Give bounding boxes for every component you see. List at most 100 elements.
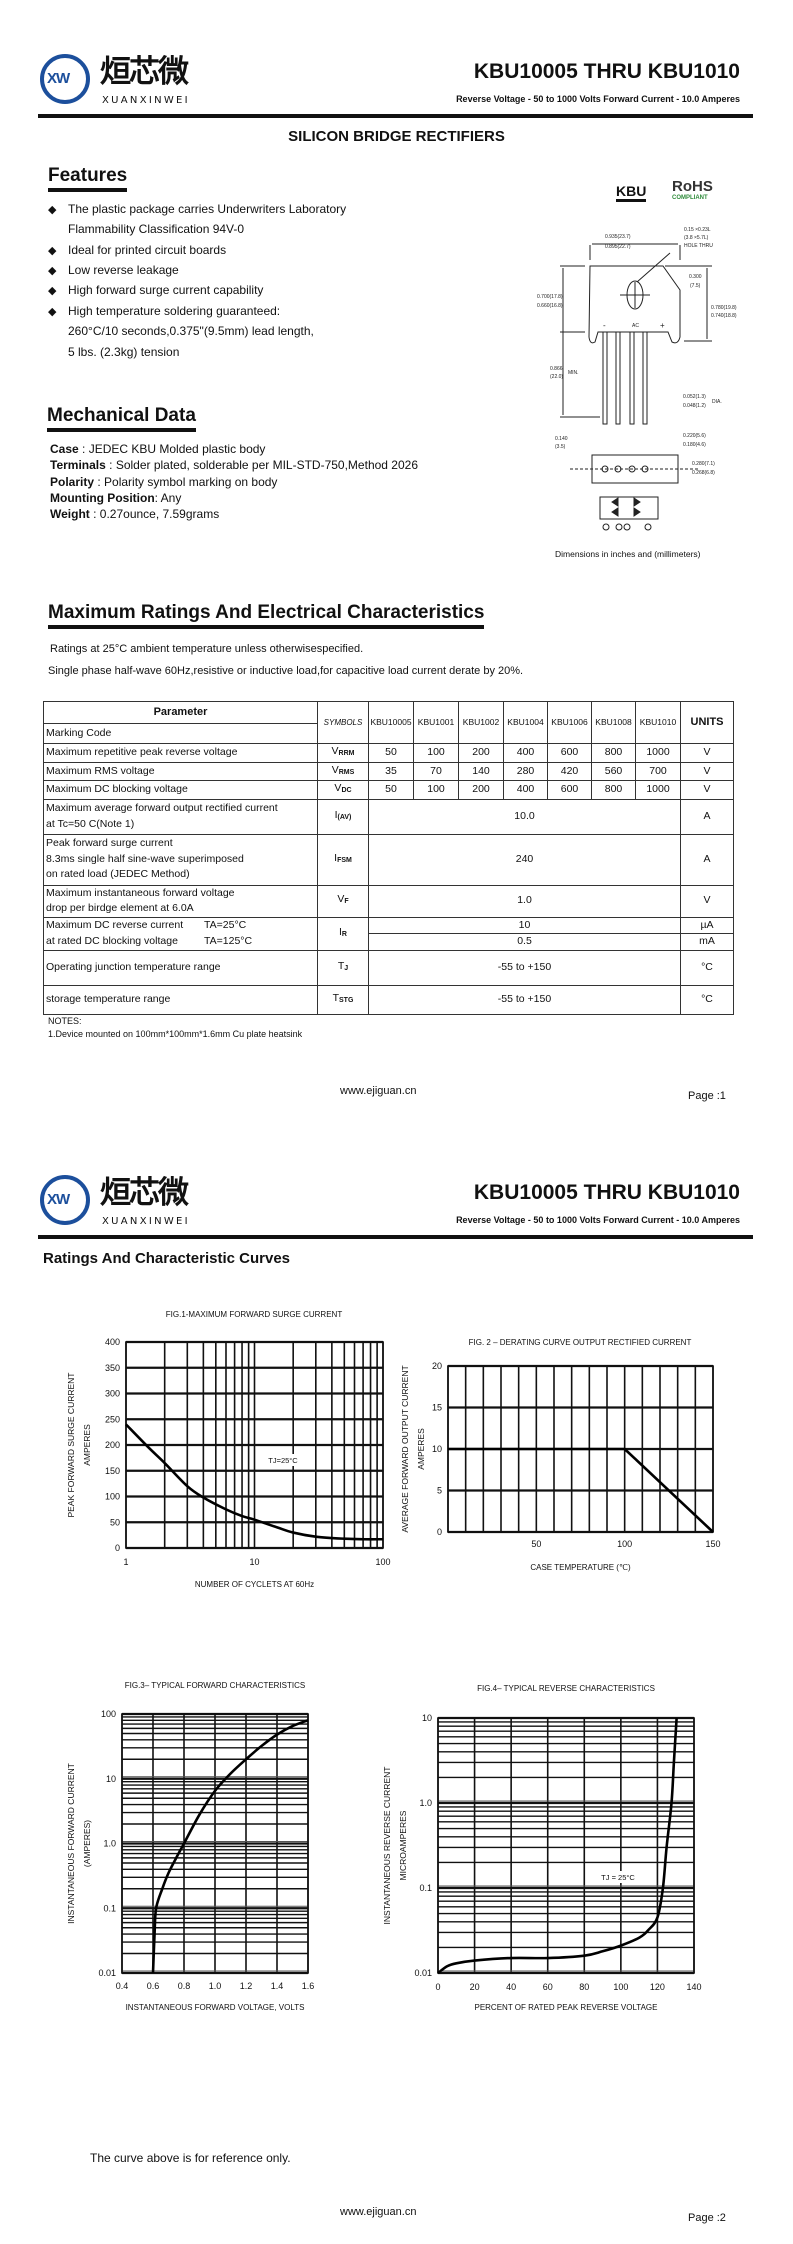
x-tick-label: 50 [531,1539,541,1549]
page-heading: SILICON BRIDGE RECTIFIERS [288,128,505,145]
page-number: Page :1 [688,1090,726,1102]
value-cell: 140 [458,761,504,781]
table-row: Maximum RMS voltage VRMS 35 70 140 280 420 56… [43,761,734,781]
y-axis-label: PEAK FORWARD SURGE CURRENT [66,1373,76,1518]
unit-cell: A [680,833,734,886]
dim-label: 0.180(4.6) [683,442,706,448]
y-tick-label: 0.01 [98,1968,116,1978]
chart-title: FIG. 2 – DERATING CURVE OUTPUT RECTIFIED… [469,1338,692,1347]
logo-english-name: XUANXINWEI [102,1216,190,1227]
param-cell: Maximum DC blocking voltage [43,780,318,800]
bullet-diamond-icon: ◆ [48,204,57,216]
x-axis-label: NUMBER OF CYCLETS AT 60Hz [195,1580,314,1589]
y-axis-label: MICROAMPERES [398,1810,408,1880]
dim-label: 0.280(7.1) [692,461,715,467]
y-tick-label: 100 [105,1492,120,1502]
dim-label: 0.140 [555,436,568,442]
header-model: KBU1010 [635,701,681,744]
chart-title: FIG.4– TYPICAL REVERSE CHARACTERISTICS [477,1684,655,1693]
feature-item: ◆ Ideal for printed circuit boards [48,243,227,257]
mechanical-item: Mounting Position: Any [50,491,182,505]
feature-item: ◆ The plastic package carries Underwriter… [48,202,347,216]
y-tick-label: 20 [432,1361,442,1371]
package-leads [602,331,648,425]
header-model: KBU10005 [368,701,414,744]
y-tick-label: 0.1 [419,1883,432,1893]
y-tick-label: 300 [105,1389,120,1399]
logo-ring-icon [40,54,90,104]
header-units: UNITS [680,701,734,744]
chart-annotation: TJ = 25°C [601,1873,635,1882]
value-cell: 10.0 [368,798,681,835]
x-tick-label: 0 [435,1982,440,1992]
feature-item-continued: 260°C/10 seconds,0.375"(9.5mm) lead leng… [68,324,314,338]
dim-label: (22.0) [550,374,563,380]
y-axis-label: INSTANTANEOUS REVERSE CURRENT [382,1767,392,1925]
y-axis-label: AMPERES [82,1424,92,1466]
dim-label: MIN. [568,370,579,376]
mechanical-item: Terminals : Solder plated, solderable pe… [50,458,418,472]
annotation-background [598,1871,640,1883]
y-tick-label: 10 [422,1713,432,1723]
x-tick-label: 100 [617,1539,632,1549]
mechanical-item: Weight : 0.27ounce, 7.59grams [50,507,220,521]
table-row: Maximum DC reverse current TA=25°C at rat… [43,916,734,951]
table-header-row: Parameter SYMBOLS KBU10005 KBU1001 KBU10… [43,701,734,744]
logo-mark: XW [47,70,70,87]
param-cell: Maximum DC reverse current TA=25°C at rat… [43,916,318,951]
dim-label: 0.740(18.8) [711,313,737,319]
series-line [125,1423,384,1541]
x-tick-label: 60 [543,1982,553,1992]
header-symbols: SYMBOLS [317,701,369,744]
y-tick-label: 10 [432,1444,442,1454]
bullet-diamond-icon: ◆ [48,285,57,297]
x-tick-label: 0.6 [147,1981,160,1991]
header-model: KBU1001 [413,701,459,744]
x-tick-label: 1 [123,1557,128,1567]
y-axis-label: INSTANTANEOUS FORWARD CURRENT [66,1763,76,1924]
dim-label: 0.048(1.2) [683,403,706,409]
x-tick-label: 0.4 [116,1981,129,1991]
y-tick-label: 250 [105,1414,120,1424]
header-divider [38,1235,753,1239]
logo-ring-icon [40,1175,90,1225]
footer-url[interactable]: www.ejiguan.cn [340,1085,417,1097]
dim-label: DIA. [712,399,722,405]
feature-item: ◆ Low reverse leakage [48,263,179,277]
feature-item-continued: Flammability Classification 94V-0 [68,222,245,236]
feature-item: ◆ High forward surge current capability [48,283,264,297]
y-tick-label: 400 [105,1337,120,1347]
logo-mark: XW [47,1191,70,1208]
value-cell: 1000 [635,743,681,763]
header-model: KBU1004 [503,701,548,744]
x-tick-label: 140 [686,1982,701,1992]
pin-label-positive: + [660,321,665,330]
plot-frame [437,1717,695,1974]
y-tick-label: 0.01 [414,1968,432,1978]
y-tick-label: 5 [437,1486,442,1496]
x-axis-label: PERCENT OF RATED PEAK REVERSE VOLTAGE [474,2003,657,2012]
dim-label: 0.866 [550,366,563,372]
ratings-note-2: Single phase half-wave 60Hz,resistive or… [48,665,524,677]
x-tick-label: 10 [249,1557,259,1567]
y-tick-label: 50 [110,1517,120,1527]
ratings-table: Parameter SYMBOLS KBU10005 KBU1001 KBU10… [43,701,734,1015]
unit-cell: °C [680,985,734,1015]
dim-label: (3.8 ×5.7L) [684,235,709,241]
x-tick-label: 1.2 [240,1981,253,1991]
y-tick-label: 150 [105,1466,120,1476]
footer-url[interactable]: www.ejiguan.cn [340,2206,417,2218]
x-tick-label: 100 [375,1557,390,1567]
y-axis-label: AMPERES [416,1428,426,1470]
y-tick-label: 1.0 [103,1839,116,1849]
x-tick-label: 0.8 [178,1981,191,1991]
dim-label: 0.220(5.6) [683,433,706,439]
value-cell: 200 [458,780,504,800]
dim-label: 0.780(19.8) [711,305,737,311]
value-cell: 1.0 [368,884,681,918]
dim-label: (3.5) [555,444,566,450]
x-tick-label: 20 [470,1982,480,1992]
y-axis-label: AVERAGE FORWARD OUTPUT CURRENT [400,1365,410,1532]
package-body [588,265,681,344]
